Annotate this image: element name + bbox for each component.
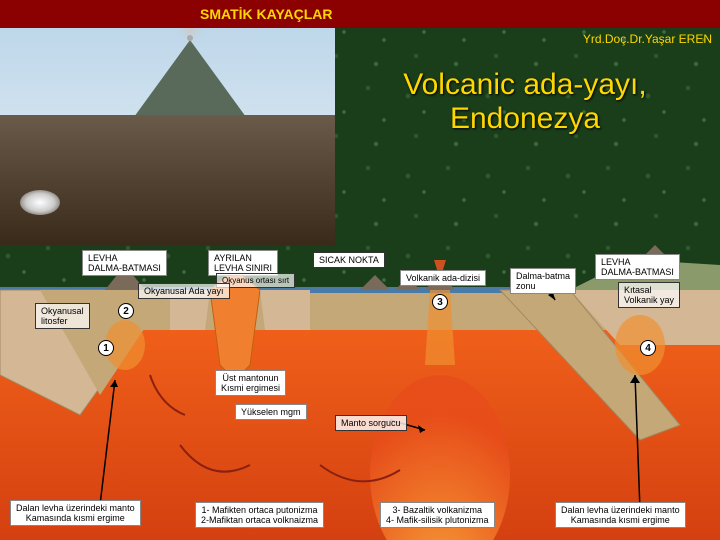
author-text: Yrd.Doç.Dr.Yaşar EREN	[583, 32, 712, 46]
label-rising-magma: Yükselen mgm	[235, 404, 307, 420]
num-1: 1	[98, 340, 114, 356]
label-volcanic-island: Volkanik ada-dizisi	[400, 270, 486, 286]
num-2: 2	[118, 303, 134, 319]
label-island-arc: Okyanusal Ada yayı	[138, 283, 230, 299]
title-line1: Volcanic ada-yayı,	[403, 68, 646, 101]
header-bar: SMATİK KAYAÇLAR	[0, 0, 720, 28]
num-4: 4	[640, 340, 656, 356]
label-hotspot: SICAK NOKTA	[313, 252, 385, 268]
label-subduction-zone: Dalma-batmazonu	[510, 268, 576, 294]
volcano-photo	[0, 0, 335, 245]
label-caption: 1- Mafikten ortaca putonizma2-Mafiktan o…	[195, 502, 324, 528]
label-wedge-right: Dalan levha üzerindeki mantoKamasında kı…	[555, 502, 686, 528]
diagram-svg	[0, 245, 720, 540]
label-subduction-left: LEVHADALMA-BATMASI	[82, 250, 167, 276]
photo-crater-steam	[20, 190, 60, 215]
label-upper-mantle: Üst mantonunKısmi ergimesi	[215, 370, 286, 396]
label-continental-arc: KıtasalVolkanik yay	[618, 282, 680, 308]
label-subduction-right: LEVHADALMA-BATMASI	[595, 254, 680, 280]
title-line2: Endonezya	[450, 102, 600, 135]
main-title: Volcanic ada-yayı, Endonezya	[350, 68, 700, 136]
label-wedge-left: Dalan levha üzerindeki mantoKamasında kı…	[10, 500, 141, 526]
header-title: SMATİK KAYAÇLAR	[200, 6, 333, 22]
num-3: 3	[432, 294, 448, 310]
label-mantle-plume: Manto sorgucu	[335, 415, 407, 431]
label-caption2: 3- Bazaltik volkanizma4- Mafik-silisik p…	[380, 502, 495, 528]
label-ocean-litho: Okyanusallitosfer	[35, 303, 90, 329]
tectonic-diagram	[0, 245, 720, 540]
photo-foreground	[0, 115, 335, 245]
